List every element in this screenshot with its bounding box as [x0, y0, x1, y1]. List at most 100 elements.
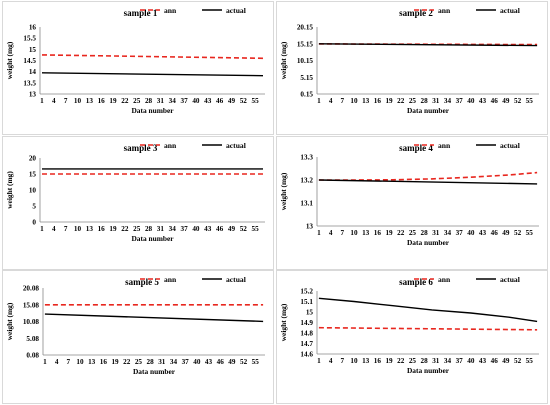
x-tick-label: 49 — [502, 97, 510, 105]
x-tick-label: 13 — [362, 229, 370, 237]
x-tick-label: 46 — [491, 357, 499, 365]
x-tick-label: 7 — [341, 229, 345, 237]
y-tick-label: 13 — [29, 91, 37, 99]
y-tick-label: 20.08 — [23, 285, 40, 293]
x-tick-label: 31 — [157, 97, 165, 105]
x-tick-label: 31 — [432, 357, 440, 365]
x-tick-label: 28 — [147, 358, 155, 366]
y-tick-label: 15.5 — [23, 35, 36, 43]
x-tick-label: 7 — [341, 97, 345, 105]
x-tick-label: 49 — [228, 97, 236, 105]
x-tick-label: 28 — [145, 225, 153, 233]
x-tick-label: 52 — [240, 97, 248, 105]
chart-svg-2: sample 2 0.15 5.15 10.15 15.15 20.15 1 4 7 10 13 16… — [279, 6, 539, 115]
chart-title: sample 6 — [399, 277, 433, 287]
x-tick-label: 52 — [514, 357, 522, 365]
y-tick-label: 15 — [29, 46, 37, 54]
y-tick-label: 13.3 — [300, 154, 313, 162]
x-tick-label: 16 — [98, 97, 106, 105]
x-axis-label: Data number — [133, 367, 176, 376]
x-tick-label: 46 — [216, 97, 224, 105]
chart-panel-6: sample 6 14.6 14.7 14.8 14.9 15 15.1 15.2 1 4 7 10 1… — [276, 270, 548, 404]
series-line-ann — [41, 54, 264, 60]
x-tick-label: 1 — [317, 229, 321, 237]
x-tick-label: 22 — [123, 358, 131, 366]
x-tick-label: 19 — [385, 357, 393, 365]
x-tick-label: 40 — [193, 358, 201, 366]
chart-title: sample 1 — [124, 8, 158, 18]
x-tick-label: 13 — [362, 97, 370, 105]
x-tick-label: 43 — [479, 357, 487, 365]
x-tick-label: 28 — [421, 357, 429, 365]
chart-title: sample 3 — [124, 143, 158, 153]
x-tick-label: 28 — [421, 229, 429, 237]
x-axis-label: Data number — [131, 106, 174, 115]
y-tick-label: 5 — [32, 203, 36, 211]
x-tick-label: 49 — [502, 229, 510, 237]
legend-label-ann: ann — [438, 141, 451, 150]
y-tick-label: 15.1 — [300, 298, 313, 306]
x-tick-label: 1 — [43, 358, 47, 366]
x-tick-label: 10 — [350, 229, 358, 237]
x-tick-label: 1 — [40, 225, 44, 233]
x-axis-label: Data number — [407, 366, 450, 375]
y-tick-label: 20 — [29, 155, 37, 163]
x-tick-label: 46 — [491, 97, 499, 105]
y-tick-label: 10 — [29, 187, 37, 195]
legend-label-actual: actual — [226, 275, 246, 284]
x-tick-label: 40 — [467, 229, 475, 237]
y-tick-label: 14.5 — [23, 57, 36, 65]
series-line-actual — [318, 43, 538, 47]
chart-panel-1: sample 1 13 13.5 14 14.5 15 15.5 16 1 4 7 10 13 16 19 2… — [2, 1, 274, 135]
x-tick-label: 22 — [121, 97, 129, 105]
y-tick-label: 16 — [29, 24, 37, 32]
series-line-ann — [318, 326, 538, 331]
x-axis-label: Data number — [407, 106, 450, 115]
chart-title: sample 4 — [399, 143, 433, 153]
y-tick-label: 14.8 — [300, 330, 313, 338]
x-tick-label: 13 — [86, 97, 94, 105]
y-axis-label: weight (mg) — [5, 302, 14, 340]
x-axis-label: Data number — [131, 234, 174, 243]
y-axis-label: weight (mg) — [279, 303, 288, 341]
x-tick-label: 4 — [329, 229, 333, 237]
legend-label-actual: actual — [500, 6, 520, 15]
x-tick-label: 25 — [409, 357, 417, 365]
x-tick-label: 16 — [374, 357, 382, 365]
x-tick-label: 37 — [180, 225, 188, 233]
y-axis-label: weight (mg) — [5, 171, 14, 209]
x-tick-label: 31 — [157, 225, 165, 233]
x-tick-label: 25 — [409, 229, 417, 237]
x-tick-label: 1 — [40, 97, 44, 105]
x-tick-label: 13 — [86, 225, 94, 233]
legend-label-ann: ann — [164, 141, 177, 150]
legend-label-actual: actual — [500, 275, 520, 284]
x-tick-label: 13 — [88, 358, 96, 366]
y-tick-label: 15.2 — [300, 288, 313, 296]
x-tick-label: 4 — [52, 97, 56, 105]
x-tick-label: 43 — [204, 97, 212, 105]
y-tick-label: 15 — [29, 171, 37, 179]
y-tick-label: 15.08 — [23, 301, 40, 309]
y-tick-label: 13.2 — [300, 177, 313, 185]
chart-svg-6: sample 6 14.6 14.7 14.8 14.9 15 15.1 15.2 1 4 7 10 1… — [279, 275, 539, 375]
y-tick-label: 15.15 — [297, 40, 314, 48]
series-line-actual — [41, 72, 264, 77]
x-tick-label: 55 — [252, 358, 260, 366]
x-tick-label: 31 — [432, 97, 440, 105]
legend-label-actual: actual — [226, 6, 246, 15]
x-tick-label: 37 — [182, 358, 190, 366]
x-tick-label: 28 — [145, 97, 153, 105]
x-tick-label: 1 — [317, 97, 321, 105]
x-tick-label: 16 — [100, 358, 108, 366]
x-tick-label: 10 — [350, 357, 358, 365]
x-tick-label: 40 — [192, 97, 200, 105]
y-tick-label: 0.15 — [300, 91, 313, 99]
x-tick-label: 55 — [252, 225, 260, 233]
x-tick-label: 25 — [133, 97, 141, 105]
y-tick-label: 0.08 — [26, 352, 39, 360]
x-tick-label: 52 — [514, 97, 522, 105]
x-tick-label: 16 — [374, 229, 382, 237]
x-tick-label: 25 — [135, 358, 143, 366]
